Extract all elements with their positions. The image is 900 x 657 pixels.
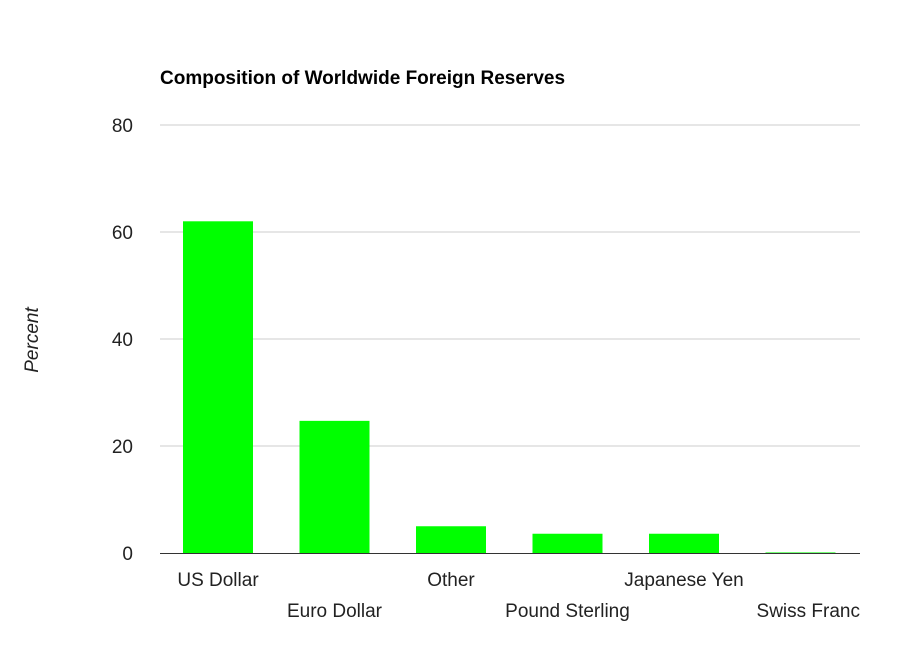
bar <box>416 526 486 553</box>
gridlines <box>160 124 860 447</box>
category-label: Pound Sterling <box>505 601 630 622</box>
y-axis-ticks: 0 20 40 60 80 <box>112 116 133 565</box>
y-tick-label: 80 <box>112 116 133 137</box>
bar <box>532 533 603 553</box>
y-tick-label: 0 <box>122 544 133 565</box>
y-tick-label: 40 <box>112 330 133 351</box>
category-label: US Dollar <box>177 570 259 591</box>
bar <box>765 552 836 553</box>
category-labels: US Dollar Euro Dollar Other Pound Sterling J… <box>177 570 860 622</box>
y-tick-label: 60 <box>112 223 133 244</box>
category-label: Other <box>427 570 475 591</box>
bar <box>649 533 719 553</box>
category-label: Swiss Franc <box>757 601 860 622</box>
y-axis-label: Percent <box>22 307 43 373</box>
bar <box>183 221 253 554</box>
category-label: Euro Dollar <box>287 601 383 622</box>
y-tick-label: 20 <box>112 437 133 458</box>
bar <box>299 420 370 553</box>
bars <box>183 221 836 554</box>
chart-title: Composition of Worldwide Foreign Reserve… <box>160 68 565 89</box>
category-label: Japanese Yen <box>624 570 743 591</box>
